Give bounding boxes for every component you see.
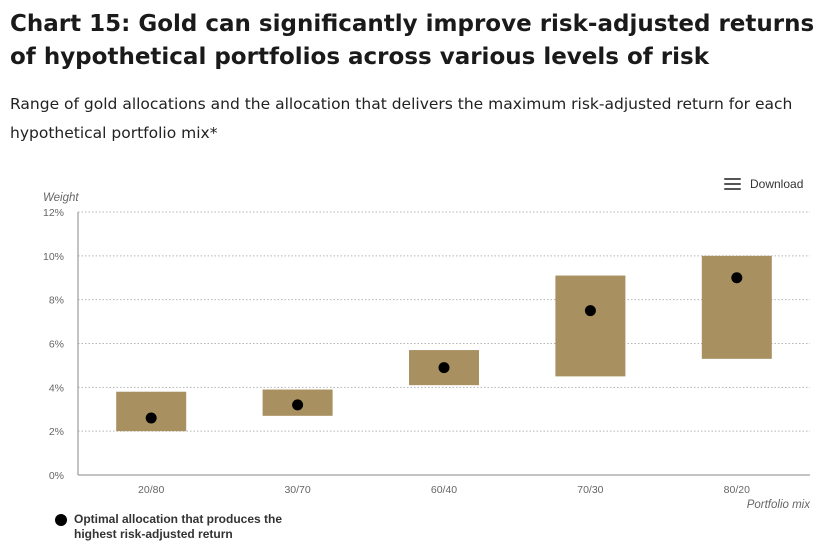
- range-bar: [701, 255, 772, 359]
- y-tick-labels: 0% 2% 4% 6% 8% 10% 12%: [43, 207, 64, 482]
- range-bar: [555, 275, 626, 377]
- x-axis-label: Portfolio mix: [747, 499, 812, 511]
- legend: Optimal allocation that produces the hig…: [55, 512, 304, 542]
- optimal-marker: [145, 412, 157, 424]
- y-tick-label: 10%: [43, 251, 64, 263]
- y-tick-label: 4%: [49, 382, 64, 394]
- optimal-marker: [584, 305, 596, 317]
- x-tick-label: 20/80: [138, 484, 164, 496]
- chart-subtitle: Range of gold allocations and the alloca…: [10, 95, 793, 142]
- x-tick-label: 60/40: [431, 484, 457, 496]
- optimal-marker: [438, 362, 450, 374]
- optimal-marker: [731, 272, 743, 284]
- y-tick-label: 2%: [49, 426, 64, 438]
- legend-marker: [55, 514, 67, 526]
- y-tick-label: 0%: [49, 470, 64, 482]
- x-tick-labels: 20/80 30/70 60/40 70/30 80/20: [138, 484, 750, 496]
- legend-label: Optimal allocation that produces the hig…: [74, 512, 283, 541]
- y-tick-label: 12%: [43, 207, 64, 219]
- y-tick-label: 6%: [49, 339, 64, 351]
- optimal-marker: [292, 399, 304, 411]
- download-button[interactable]: Download: [724, 174, 803, 194]
- y-tick-label: 8%: [49, 295, 64, 307]
- chart-title: Chart 15: Gold can significantly improve…: [10, 11, 815, 70]
- range-bars: [116, 255, 772, 432]
- range-bar: [116, 391, 187, 432]
- y-axis-label: Weight: [43, 192, 79, 204]
- x-tick-label: 30/70: [284, 484, 310, 496]
- menu-icon: [724, 177, 741, 191]
- optimal-markers: [145, 272, 743, 424]
- grid-lines: [77, 211, 810, 476]
- download-label: Download: [750, 177, 804, 191]
- x-tick-label: 80/20: [724, 484, 750, 496]
- x-tick-label: 70/30: [577, 484, 603, 496]
